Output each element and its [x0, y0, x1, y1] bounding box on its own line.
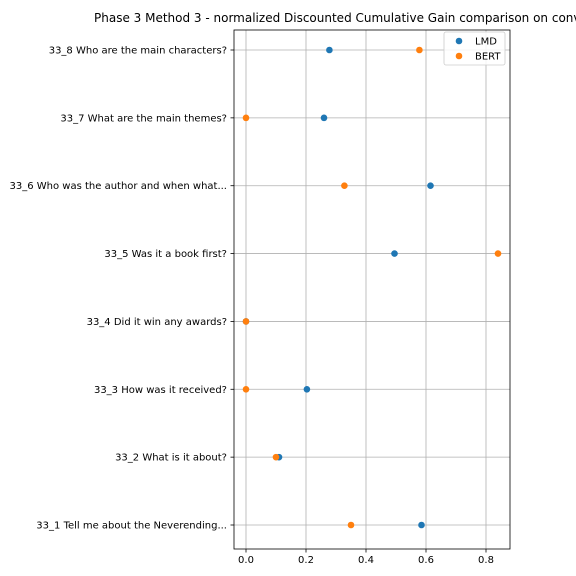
y-tick-label: 33_1 Tell me about the Neverending... — [36, 521, 227, 532]
data-point-bert — [416, 46, 423, 54]
x-tick-label: 0.0 — [238, 555, 254, 566]
data-point-bert — [272, 453, 280, 461]
data-point-lmd — [320, 114, 328, 122]
data-point-lmd — [418, 521, 425, 529]
y-axis: 33_1 Tell me about the Neverending... 33_… — [10, 46, 234, 532]
legend-label-lmd: LMD — [475, 37, 497, 48]
data-point-bert — [242, 385, 250, 393]
data-point-bert — [494, 250, 502, 257]
x-axis: 0.0 0.2 0.4 0.6 0.8 — [238, 549, 494, 566]
legend-label-bert: BERT — [475, 52, 501, 63]
data-point-lmd — [326, 46, 333, 54]
x-tick-label: 0.2 — [298, 555, 314, 566]
y-tick-label: 33_7 What are the main themes? — [60, 113, 227, 124]
legend-marker-lmd — [455, 37, 463, 45]
data-point-bert — [242, 114, 250, 122]
chart-title: Phase 3 Method 3 - normalized Discounted… — [94, 11, 576, 25]
y-tick-label: 33_3 How was it received? — [94, 385, 227, 396]
data-point-bert — [242, 318, 250, 325]
x-tick-label: 0.8 — [478, 555, 494, 566]
y-tick-label: 33_5 Was it a book first? — [104, 249, 227, 260]
data-point-lmd — [391, 250, 398, 257]
x-tick-label: 0.4 — [358, 555, 374, 566]
y-tick-label: 33_8 Who are the main characters? — [49, 46, 227, 57]
data-point-lmd — [427, 182, 434, 190]
x-tick-label: 0.6 — [418, 555, 434, 566]
y-tick-label: 33_6 Who was the author and when what... — [10, 181, 228, 192]
legend: LMD BERT — [443, 31, 506, 66]
plot-frame — [233, 29, 511, 550]
y-tick-label: 33_4 Did it win any awards? — [87, 317, 227, 328]
data-point-lmd — [303, 385, 311, 393]
data-point-bert — [341, 182, 348, 190]
y-tick-label: 33_2 What is it about? — [115, 453, 227, 464]
data-point-bert — [347, 521, 355, 529]
grid-lines — [234, 30, 510, 549]
data-points — [242, 46, 502, 529]
legend-marker-bert — [455, 52, 463, 60]
